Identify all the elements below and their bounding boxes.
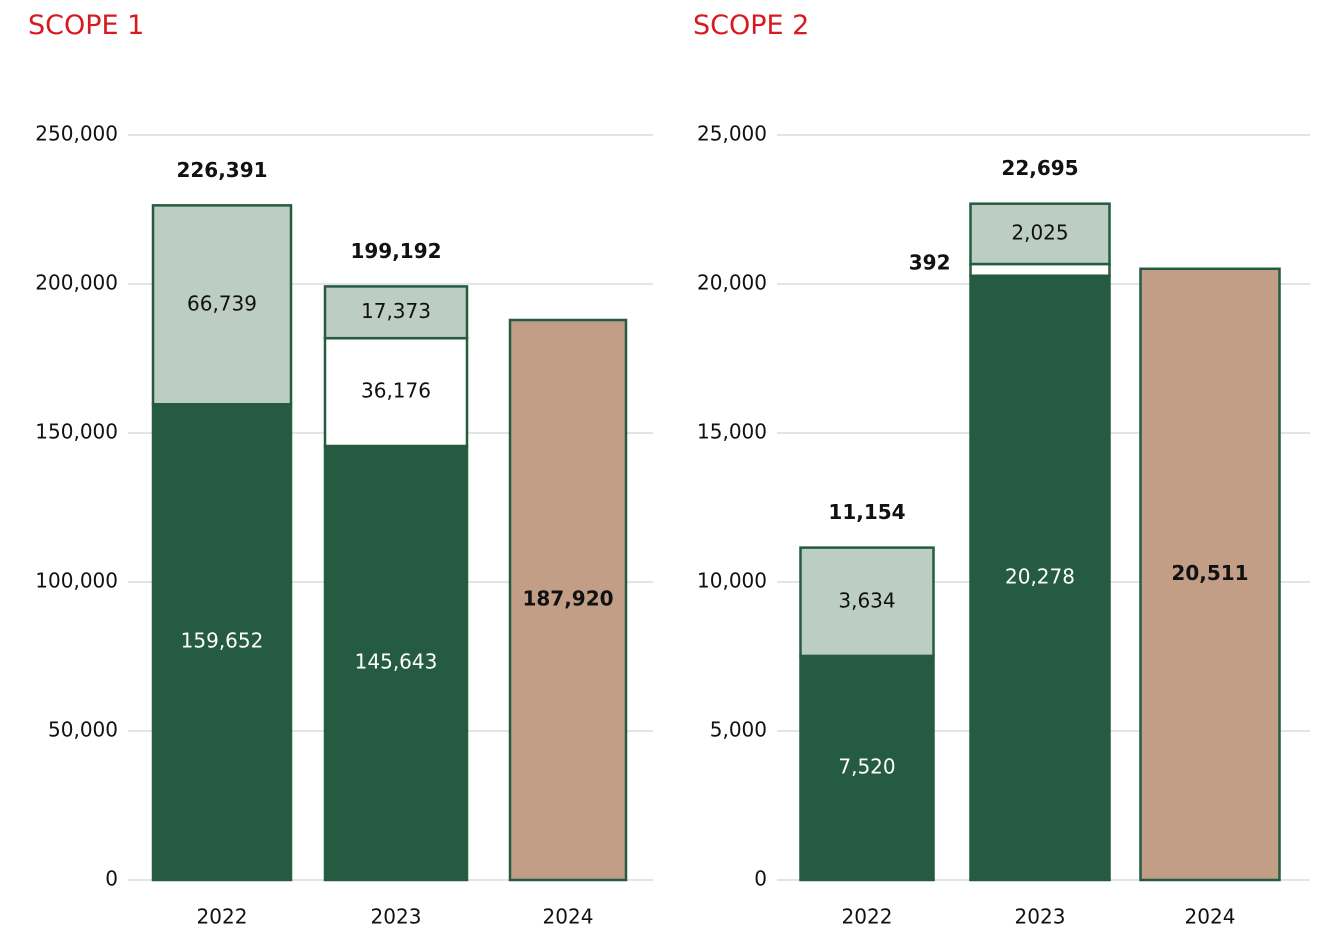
x-tick-label: 2023 bbox=[1015, 905, 1066, 929]
bar-segment bbox=[151, 204, 293, 406]
chart-title: SCOPE 2 bbox=[693, 10, 809, 41]
bar-segment bbox=[323, 285, 469, 340]
total-label: 11,154 bbox=[828, 500, 905, 524]
value-label: 187,920 bbox=[522, 586, 613, 610]
value-label: 159,652 bbox=[181, 629, 264, 653]
bar-segment bbox=[799, 546, 935, 658]
value-label: 145,643 bbox=[355, 649, 438, 673]
y-tick-label: 100,000 bbox=[35, 569, 118, 593]
bar-segment bbox=[1139, 267, 1281, 882]
value-label: 3,634 bbox=[838, 588, 895, 612]
y-tick-label: 200,000 bbox=[35, 271, 118, 295]
x-tick-label: 2022 bbox=[197, 905, 248, 929]
y-tick-label: 10,000 bbox=[697, 569, 767, 593]
total-label: 199,192 bbox=[350, 239, 441, 263]
y-tick-label: 15,000 bbox=[697, 420, 767, 444]
bar-segment bbox=[969, 202, 1111, 266]
y-tick-label: 5,000 bbox=[710, 718, 767, 742]
total-label: 226,391 bbox=[176, 158, 267, 182]
value-label: 66,739 bbox=[187, 291, 257, 315]
bar-segment bbox=[151, 402, 293, 882]
y-tick-label: 25,000 bbox=[697, 122, 767, 146]
x-tick-label: 2023 bbox=[371, 905, 422, 929]
chart-title: SCOPE 1 bbox=[28, 10, 144, 41]
value-label: 392 bbox=[909, 250, 951, 274]
y-tick-label: 0 bbox=[105, 867, 118, 891]
total-label: 22,695 bbox=[1001, 156, 1078, 180]
y-tick-label: 50,000 bbox=[48, 718, 118, 742]
y-tick-label: 250,000 bbox=[35, 122, 118, 146]
value-label: 17,373 bbox=[361, 299, 431, 323]
bar-segment bbox=[508, 318, 628, 882]
y-tick-label: 0 bbox=[754, 867, 767, 891]
y-tick-label: 150,000 bbox=[35, 420, 118, 444]
bar-segment bbox=[323, 444, 469, 882]
value-label: 36,176 bbox=[361, 379, 431, 403]
x-tick-label: 2024 bbox=[1185, 905, 1236, 929]
x-tick-label: 2022 bbox=[842, 905, 893, 929]
value-label: 2,025 bbox=[1011, 220, 1068, 244]
value-label: 20,278 bbox=[1005, 564, 1075, 588]
bar-segment bbox=[969, 262, 1111, 277]
value-label: 20,511 bbox=[1171, 561, 1248, 585]
y-tick-label: 20,000 bbox=[697, 271, 767, 295]
value-label: 7,520 bbox=[838, 754, 895, 778]
x-tick-label: 2024 bbox=[543, 905, 594, 929]
bar-segment bbox=[799, 654, 935, 882]
